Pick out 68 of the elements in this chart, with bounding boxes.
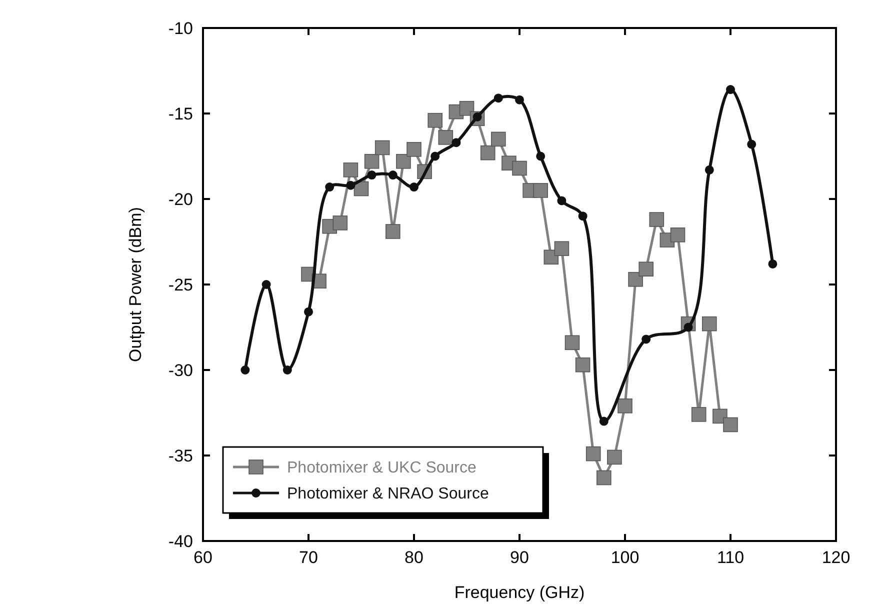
x-tick-label: 60: [194, 548, 212, 567]
point: [374, 140, 390, 156]
point: [586, 446, 601, 462]
point: [618, 398, 632, 414]
y-tick-label: -15: [168, 104, 193, 124]
y-tick-label: -20: [168, 190, 193, 209]
point: [332, 216, 348, 230]
legend-label: Photomixer & NRAO Source: [287, 486, 489, 503]
point: [691, 407, 706, 422]
point: [607, 450, 622, 465]
x-axis-title: Frequency (GHz): [454, 583, 585, 602]
point: [367, 170, 376, 180]
point: [262, 280, 271, 289]
point: [343, 162, 358, 178]
point: [386, 224, 400, 239]
point: [406, 142, 422, 157]
point: [480, 145, 496, 160]
x-tick-label: 90: [510, 548, 529, 567]
y-tick-label: -40: [168, 532, 193, 551]
point: [428, 112, 442, 128]
y-tick-label: -25: [168, 275, 193, 294]
point: [452, 138, 461, 148]
point: [554, 241, 570, 256]
x-tick-label: 110: [716, 548, 744, 567]
point: [240, 366, 250, 374]
point: [723, 417, 738, 432]
point: [364, 154, 380, 169]
point: [325, 182, 334, 192]
point: [515, 95, 524, 104]
point: [410, 182, 418, 192]
point: [642, 334, 651, 344]
point: [578, 212, 588, 221]
point: [638, 262, 654, 277]
point: [670, 228, 686, 242]
legend-label: Photomixer & UKC Source: [287, 460, 477, 477]
point: [491, 132, 506, 147]
point: [430, 152, 440, 161]
point: [282, 366, 292, 374]
x-tick-label: 120: [822, 548, 850, 567]
point: [747, 140, 756, 149]
point: [575, 357, 590, 372]
point: [438, 130, 454, 145]
point: [512, 160, 527, 176]
point: [768, 259, 778, 268]
point: [346, 180, 356, 190]
y-tick-label: -10: [168, 18, 193, 38]
point: [599, 416, 608, 426]
point: [649, 212, 664, 227]
point: [494, 94, 503, 103]
point: [557, 196, 566, 206]
point: [704, 165, 714, 174]
point: [533, 183, 548, 198]
point: [388, 170, 398, 180]
point: [304, 307, 313, 316]
point: [536, 152, 546, 161]
point: [596, 470, 612, 486]
x-tick-label: 70: [299, 548, 318, 567]
y-tick-label: -30: [168, 360, 193, 380]
y-axis-title: Output Power (dBm): [126, 207, 145, 362]
x-tick-label: 100: [610, 548, 640, 567]
x-tick-label: 80: [404, 548, 424, 567]
point: [459, 100, 474, 116]
point: [564, 335, 580, 350]
point: [726, 85, 735, 94]
y-tick-label: -35: [168, 446, 193, 466]
point: [396, 154, 411, 169]
point: [702, 316, 717, 332]
point: [628, 272, 643, 287]
